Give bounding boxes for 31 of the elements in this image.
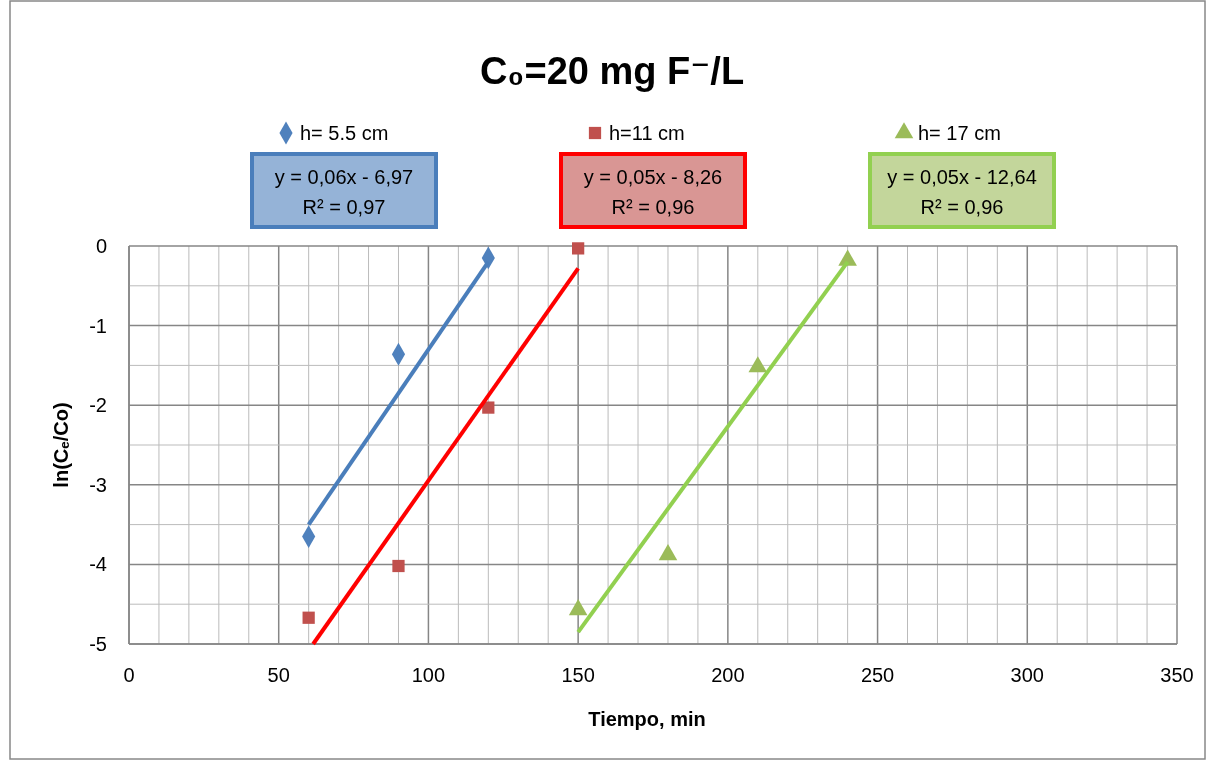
x-tick-label: 100 [411,664,446,686]
legend-label: h=11 cm [609,122,685,144]
y-tick-label: -2 [89,394,107,417]
x-tick-label: 0 [123,664,135,686]
text: y = 0,05x - 8,26 [583,166,723,188]
y-tick-label: 0 [95,235,107,257]
text: y = 0,06x - 6,97 [274,166,414,188]
x-tick-label: 50 [267,664,290,686]
point [392,559,405,573]
y-tick-label: -1 [89,314,107,337]
x-tick-label: 300 [1010,664,1044,686]
point [302,611,315,624]
point [658,544,678,561]
x-tick-label: 200 [711,664,745,686]
y-tick-label: -4 [89,553,107,576]
text: R² = 0,96 [611,196,695,218]
x-axis-title: Tiempo, min [588,708,706,730]
text: R² = 0,96 [920,196,1004,218]
y-tick-label: -5 [89,633,107,655]
legend-label: h= 5.5 cm [300,122,389,144]
point [572,242,585,255]
text: y = 0,05x - 12,64 [887,166,1037,188]
y-axis-title: ln(Cₑ/Co) [50,402,72,488]
chart-title: C₀=20 mg F⁻/L [479,50,745,92]
x-tick-label: 250 [860,664,895,686]
legend-label: h= 17 cm [918,122,1001,144]
x-tick-label: 150 [561,664,595,686]
text: R² = 0,97 [302,196,386,218]
x-tick-label: 350 [1160,664,1194,686]
y-tick-label: -3 [89,473,107,496]
point [568,599,588,616]
